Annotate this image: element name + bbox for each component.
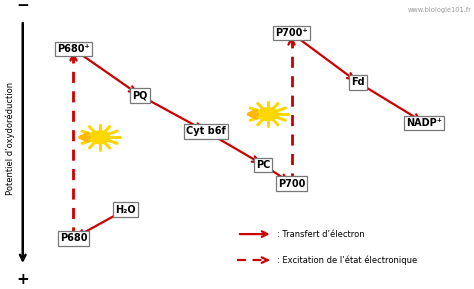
Text: : Transfert d’électron: : Transfert d’électron: [277, 229, 365, 239]
Text: −: −: [17, 0, 29, 13]
Text: H₂O: H₂O: [115, 205, 136, 214]
Text: +: +: [17, 272, 29, 287]
Text: Fd: Fd: [351, 77, 365, 87]
Text: PC: PC: [256, 160, 270, 170]
Text: PQ: PQ: [132, 90, 147, 100]
Circle shape: [257, 108, 278, 121]
Text: NADP⁺: NADP⁺: [406, 118, 442, 128]
Text: : Excitation de l’état électronique: : Excitation de l’état électronique: [277, 255, 418, 265]
Text: Potentiel d’oxydoréduction: Potentiel d’oxydoréduction: [6, 82, 15, 195]
Text: P680: P680: [60, 234, 87, 243]
Text: Cyt b6f: Cyt b6f: [186, 127, 226, 136]
Text: www.biologie101.fr: www.biologie101.fr: [408, 7, 472, 13]
Text: P680⁺: P680⁺: [57, 44, 90, 54]
Text: P700⁺: P700⁺: [275, 28, 308, 38]
Text: P700: P700: [278, 179, 305, 188]
Circle shape: [89, 131, 110, 144]
